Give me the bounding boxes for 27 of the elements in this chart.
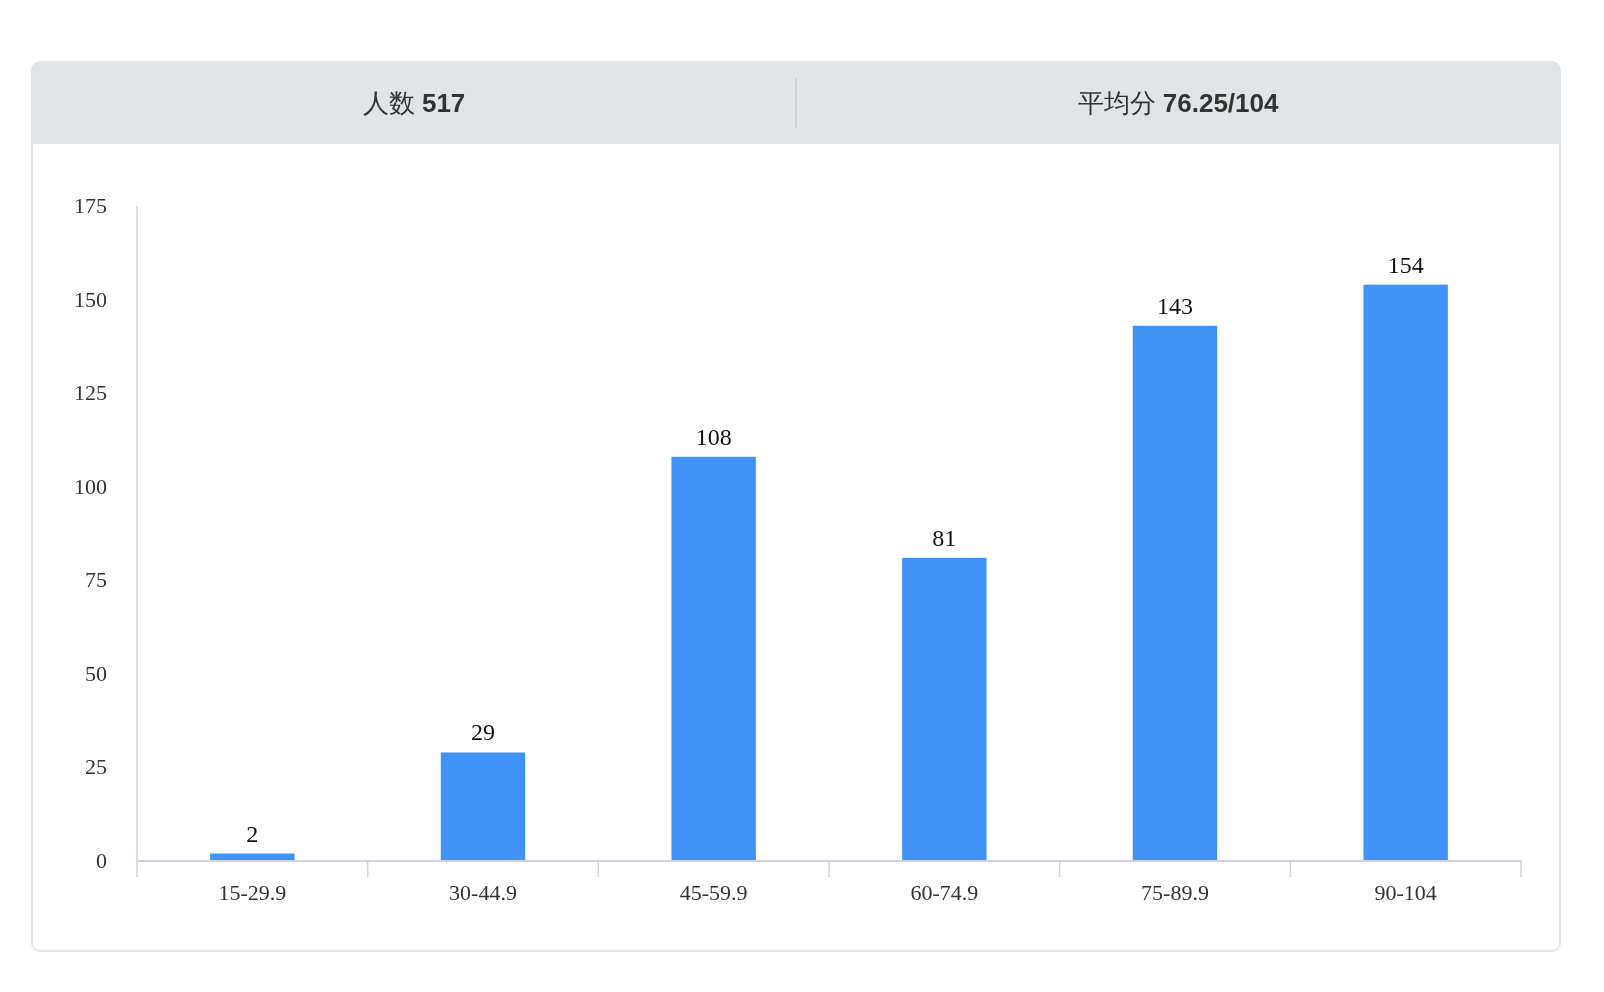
y-tick-label: 25 [85,754,107,780]
text: 人数 517 [362,88,466,118]
bar [1363,284,1448,861]
data-label: 154 [1387,251,1424,278]
data-label: 143 [1157,292,1193,319]
bar [1132,325,1218,861]
x-tick-label: 60-74.9 [910,880,979,905]
data-label: 2 [246,820,259,847]
y-tick-label: 150 [74,286,107,312]
y-tick-label: 50 [85,660,107,686]
y-tick-label: 0 [96,848,107,873]
text: 平均分 76.25/104 [1077,88,1279,118]
data-label: 29 [471,719,495,746]
x-tick-label: 45-59.9 [679,880,748,905]
data-label: 108 [695,423,732,450]
y-tick-label: 125 [74,380,107,406]
x-tick-label: 75-89.9 [1141,880,1209,905]
data-label: 81 [932,524,957,551]
y-tick-label: 75 [85,567,107,593]
bar [671,456,756,861]
x-tick-label: 90-104 [1374,880,1437,905]
bar [440,752,526,861]
x-tick-label: 30-44.9 [449,880,517,905]
x-tick-label: 15-29.9 [218,880,287,905]
y-tick-label: 175 [74,193,107,218]
y-tick-label: 100 [74,473,107,499]
bar [902,557,987,861]
